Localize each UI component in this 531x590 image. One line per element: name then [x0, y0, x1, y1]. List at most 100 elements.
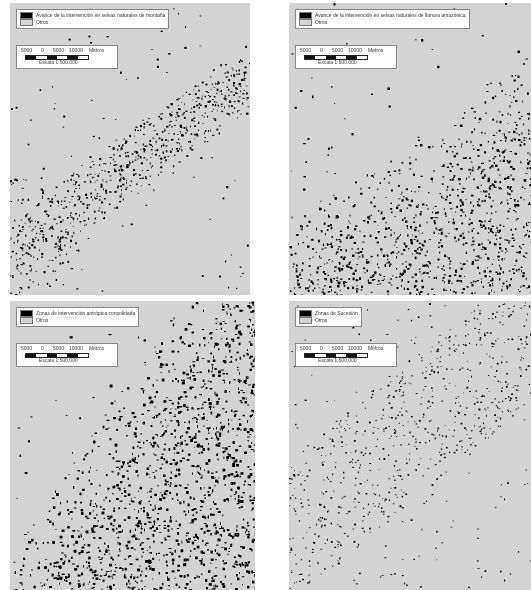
land-cover-speckle [469, 218, 471, 220]
land-cover-speckle [46, 213, 48, 215]
land-cover-speckle [496, 120, 498, 123]
land-cover-speckle [421, 243, 423, 246]
land-cover-speckle [416, 205, 419, 208]
land-cover-speckle [16, 179, 18, 182]
land-cover-speckle [331, 86, 333, 88]
land-cover-speckle [25, 252, 28, 254]
land-cover-speckle [53, 218, 56, 220]
land-cover-speckle [119, 172, 121, 175]
land-cover-speckle [95, 189, 97, 191]
land-cover-speckle [367, 221, 369, 224]
land-cover-speckle [211, 83, 213, 86]
land-cover-speckle [429, 270, 431, 272]
land-cover-speckle [167, 140, 169, 142]
land-cover-speckle [173, 8, 175, 10]
land-cover-speckle [171, 148, 173, 150]
land-cover-speckle [331, 236, 333, 238]
land-cover-speckle [21, 202, 23, 204]
land-cover-speckle [521, 132, 523, 135]
land-cover-speckle [484, 174, 486, 177]
land-cover-speckle [334, 197, 337, 200]
land-cover-speckle [168, 53, 171, 55]
land-cover-speckle [506, 288, 508, 290]
land-cover-speckle [190, 125, 191, 128]
land-cover-speckle [70, 239, 72, 242]
land-cover-speckle [520, 161, 522, 164]
land-cover-speckle [151, 49, 153, 50]
land-cover-speckle [296, 275, 299, 277]
land-cover-speckle [496, 238, 498, 240]
land-cover-speckle [470, 222, 473, 224]
land-cover-speckle [420, 291, 423, 293]
land-cover-speckle [434, 222, 436, 225]
land-cover-speckle [133, 169, 135, 171]
scale-tick: 0 [41, 48, 44, 54]
land-cover-speckle [378, 283, 382, 285]
land-cover-speckle [207, 115, 209, 118]
land-cover-speckle [57, 205, 59, 207]
land-cover-speckle [478, 243, 481, 246]
land-cover-speckle [501, 90, 503, 92]
land-cover-speckle [158, 137, 161, 140]
scale-tick: 0 [320, 48, 323, 54]
land-cover-speckle [337, 285, 340, 288]
land-cover-speckle [66, 238, 68, 239]
land-cover-speckle [51, 202, 53, 204]
land-cover-speckle [120, 193, 123, 195]
land-cover-speckle [224, 72, 226, 74]
land-cover-speckle [329, 203, 331, 205]
land-cover-speckle [405, 265, 407, 268]
land-cover-speckle [183, 112, 185, 114]
land-cover-speckle [10, 237, 12, 240]
legend: Avance de la intervención en selvas natu… [16, 9, 170, 29]
land-cover-speckle [98, 210, 100, 212]
land-cover-speckle [179, 124, 182, 127]
land-cover-speckle [195, 133, 198, 136]
land-cover-speckle [202, 95, 203, 97]
land-cover-speckle [89, 180, 91, 183]
land-cover-speckle [52, 228, 54, 230]
land-cover-speckle [328, 244, 331, 245]
land-cover-speckle [521, 270, 522, 273]
land-cover-speckle [60, 244, 61, 247]
land-cover-speckle [484, 101, 487, 104]
land-cover-speckle [495, 211, 497, 213]
land-cover-speckle [119, 165, 122, 167]
land-cover-speckle [80, 230, 81, 232]
land-cover-speckle [190, 111, 192, 113]
land-cover-speckle [481, 242, 483, 245]
land-cover-speckle [199, 104, 202, 106]
land-cover-speckle [101, 290, 104, 292]
land-cover-speckle [390, 284, 393, 286]
land-cover-speckle [11, 250, 14, 253]
land-cover-speckle [490, 227, 493, 230]
land-cover-speckle [359, 251, 363, 253]
land-cover-speckle [49, 201, 52, 203]
land-cover-speckle [409, 162, 412, 165]
land-cover-speckle [184, 103, 185, 106]
land-cover-speckle [451, 178, 454, 181]
land-cover-speckle [529, 184, 531, 187]
land-cover-speckle [357, 252, 360, 254]
land-cover-speckle [406, 207, 408, 209]
land-cover-speckle [146, 158, 148, 161]
land-cover-speckle [30, 268, 32, 270]
land-cover-speckle [59, 254, 61, 257]
land-cover-speckle [464, 112, 466, 114]
land-cover-speckle [289, 246, 292, 249]
land-cover-speckle [451, 166, 454, 168]
land-cover-speckle [490, 205, 493, 208]
land-cover-speckle [373, 205, 376, 208]
scale-unit: Metros [89, 48, 105, 54]
land-cover-speckle [388, 282, 390, 284]
land-cover-speckle [509, 105, 511, 108]
land-cover-speckle [436, 276, 437, 279]
land-cover-speckle [29, 270, 32, 272]
land-cover-speckle [429, 239, 431, 240]
land-cover-speckle [368, 282, 371, 284]
land-cover-speckle [28, 242, 31, 244]
land-cover-speckle [186, 155, 189, 157]
land-cover-speckle [28, 247, 31, 250]
land-cover-speckle [502, 271, 504, 274]
land-cover-speckle [59, 262, 62, 265]
